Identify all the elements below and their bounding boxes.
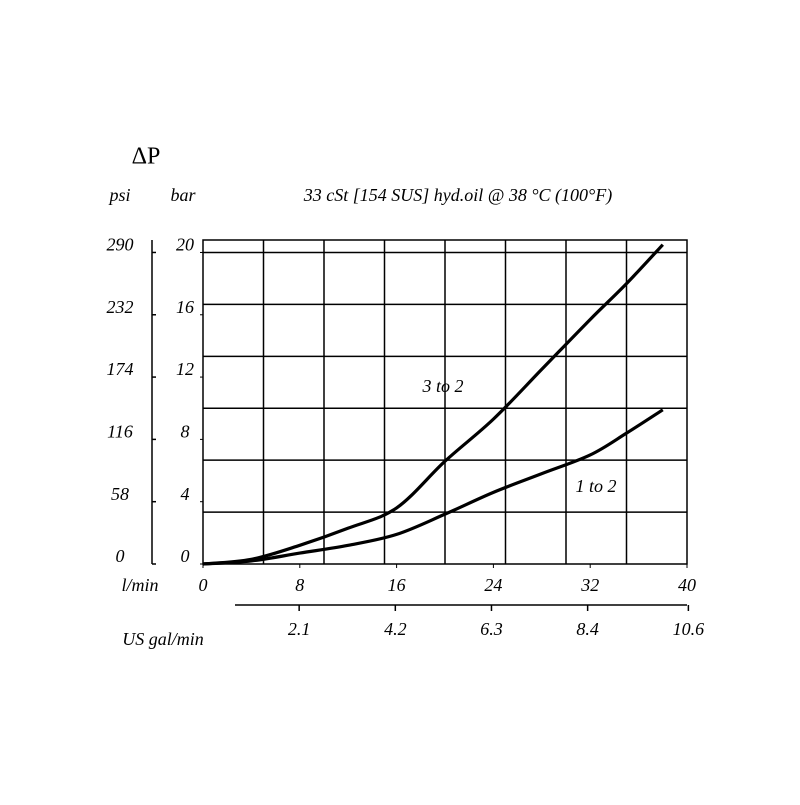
- curve: [202, 243, 664, 566]
- y-tick-label: 0: [181, 546, 190, 566]
- x-tick-label: 16: [388, 575, 406, 595]
- y2-tick-label: 290: [107, 235, 134, 255]
- y-tick-label: 16: [176, 297, 194, 317]
- y2-tick-label: 0: [116, 546, 125, 566]
- curve: [202, 408, 664, 566]
- y-tick-label: 12: [176, 359, 194, 379]
- x2-tick-label: 10.6: [673, 619, 705, 639]
- y2-tick-label: 58: [111, 484, 129, 504]
- psi-axis-label: psi: [107, 185, 130, 205]
- curve-label: 1 to 2: [575, 476, 616, 496]
- x2-tick-label: 2.1: [288, 619, 311, 639]
- x-tick-label: 0: [199, 575, 208, 595]
- curve-label: 3 to 2: [421, 376, 463, 396]
- bar-axis-label: bar: [170, 185, 196, 205]
- y-tick-label: 4: [181, 484, 190, 504]
- x-tick-label: 40: [678, 575, 696, 595]
- x-tick-label: 32: [580, 575, 599, 595]
- y2-tick-label: 232: [107, 297, 134, 317]
- y2-tick-label: 174: [107, 359, 134, 379]
- x-tick-label: 8: [295, 575, 304, 595]
- y-tick-label: 20: [176, 235, 194, 255]
- y-tick-label: 8: [181, 422, 190, 442]
- x2-tick-label: 6.3: [480, 619, 503, 639]
- x-axis-label: l/min: [121, 575, 158, 595]
- x2-axis-label: US gal/min: [122, 629, 204, 649]
- y2-tick-label: 116: [107, 422, 133, 442]
- chart-title: 33 cSt [154 SUS] hyd.oil @ 38 °C (100°F): [303, 185, 612, 206]
- x2-tick-label: 8.4: [576, 619, 599, 639]
- x-tick-label: 24: [484, 575, 502, 595]
- x2-tick-label: 4.2: [384, 619, 407, 639]
- delta-p-symbol: ΔP: [132, 144, 161, 170]
